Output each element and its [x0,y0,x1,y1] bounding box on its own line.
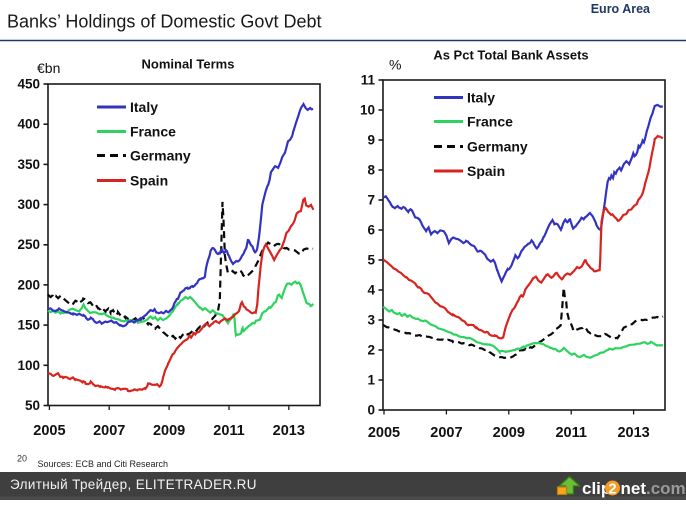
svg-text:2013: 2013 [273,423,305,439]
svg-text:France: France [130,124,176,140]
svg-text:7: 7 [367,193,375,208]
svg-text:Spain: Spain [467,163,505,179]
svg-text:11: 11 [361,73,376,88]
svg-text:2009: 2009 [493,425,525,441]
svg-text:Italy: Italy [467,90,495,106]
svg-text:2009: 2009 [153,423,185,439]
svg-text:Euro Area: Euro Area [591,2,651,16]
svg-text:350: 350 [17,157,40,172]
svg-text:50: 50 [25,398,40,413]
svg-text:2007: 2007 [93,423,125,439]
svg-text:Элитный Трейдер, ELITETRADER.R: Элитный Трейдер, ELITETRADER.RU [10,477,257,492]
svg-text:450: 450 [17,77,40,92]
svg-text:.com: .com [646,479,686,498]
svg-text:2005: 2005 [33,423,65,439]
svg-text:200: 200 [17,277,40,292]
svg-text:6: 6 [367,223,375,238]
svg-text:250: 250 [17,237,40,252]
svg-text:clip: clip [582,479,611,498]
svg-text:400: 400 [17,117,40,132]
svg-text:8: 8 [367,163,375,178]
svg-text:Sources: ECB and Citi Research: Sources: ECB and Citi Research [38,459,169,469]
svg-text:20: 20 [17,454,27,464]
svg-text:2: 2 [608,481,616,498]
svg-text:100: 100 [17,358,40,373]
svg-text:As Pct Total Bank Assets: As Pct Total Bank Assets [433,48,588,63]
svg-text:1: 1 [367,373,375,388]
svg-text:9: 9 [367,133,375,148]
svg-text:10: 10 [360,103,375,118]
svg-text:Germany: Germany [130,148,191,164]
svg-text:2011: 2011 [555,425,586,441]
svg-text:2: 2 [367,343,375,358]
svg-text:3: 3 [367,313,375,328]
svg-text:5: 5 [367,253,375,268]
svg-text:France: France [467,114,513,130]
svg-text:€bn: €bn [37,60,60,76]
svg-text:Germany: Germany [467,139,528,155]
svg-text:Banks’ Holdings of Domestic Go: Banks’ Holdings of Domestic Govt Debt [7,12,321,32]
svg-text:%: % [389,57,401,73]
svg-text:Spain: Spain [130,173,168,189]
svg-text:Nominal Terms: Nominal Terms [142,57,235,72]
svg-text:4: 4 [367,283,375,298]
svg-text:2011: 2011 [213,423,244,439]
svg-text:300: 300 [17,197,40,212]
svg-text:net: net [621,479,647,498]
svg-text:2013: 2013 [617,425,649,441]
svg-text:0: 0 [367,403,375,418]
svg-text:150: 150 [17,318,40,333]
svg-text:2007: 2007 [430,425,462,441]
svg-text:2005: 2005 [368,425,400,441]
svg-text:Italy: Italy [130,99,158,115]
